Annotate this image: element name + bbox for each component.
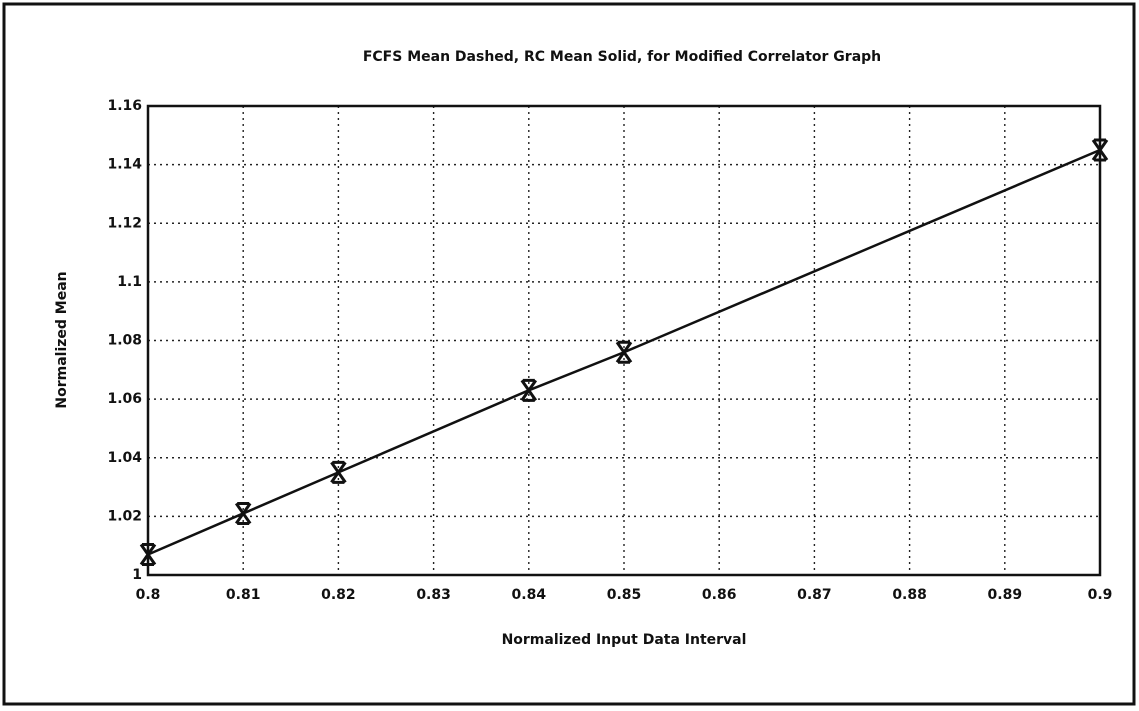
marker (234, 501, 252, 525)
x-tick-label: 0.85 (607, 587, 642, 603)
x-tick-label: 0.9 (1088, 587, 1113, 603)
y-tick-label: 1 (132, 567, 142, 583)
marker (520, 378, 538, 402)
x-axis-label: Normalized Input Data Interval (502, 632, 747, 648)
x-tick-label: 0.82 (321, 587, 356, 603)
x-tick-label: 0.84 (512, 587, 547, 603)
x-tick-label: 0.8 (136, 587, 161, 603)
y-tick-label: 1.04 (107, 450, 142, 466)
y-tick-label: 1.1 (117, 274, 142, 290)
x-tick-label: 0.88 (892, 587, 927, 603)
y-axis-label: Normalized Mean (54, 271, 70, 408)
x-tick-label: 0.83 (416, 587, 451, 603)
marker (330, 460, 347, 484)
plot-frame (146, 104, 1102, 577)
marker (139, 542, 157, 566)
y-tick-label: 1.02 (107, 508, 142, 524)
x-tick-label: 0.87 (797, 587, 832, 603)
x-tick-label: 0.86 (702, 587, 737, 603)
marker (615, 340, 633, 364)
x-tick-label: 0.89 (988, 587, 1023, 603)
marker (1091, 138, 1109, 162)
y-tick-label: 1.14 (107, 157, 142, 173)
y-tick-label: 1.08 (107, 333, 142, 349)
y-tick-label: 1.06 (107, 391, 142, 407)
x-tick-label: 0.81 (226, 587, 261, 603)
chart-title: FCFS Mean Dashed, RC Mean Solid, for Mod… (363, 49, 881, 65)
data-line (147, 148, 1101, 556)
y-tick-label: 1.12 (107, 215, 142, 231)
y-tick-label: 1.16 (107, 98, 142, 114)
